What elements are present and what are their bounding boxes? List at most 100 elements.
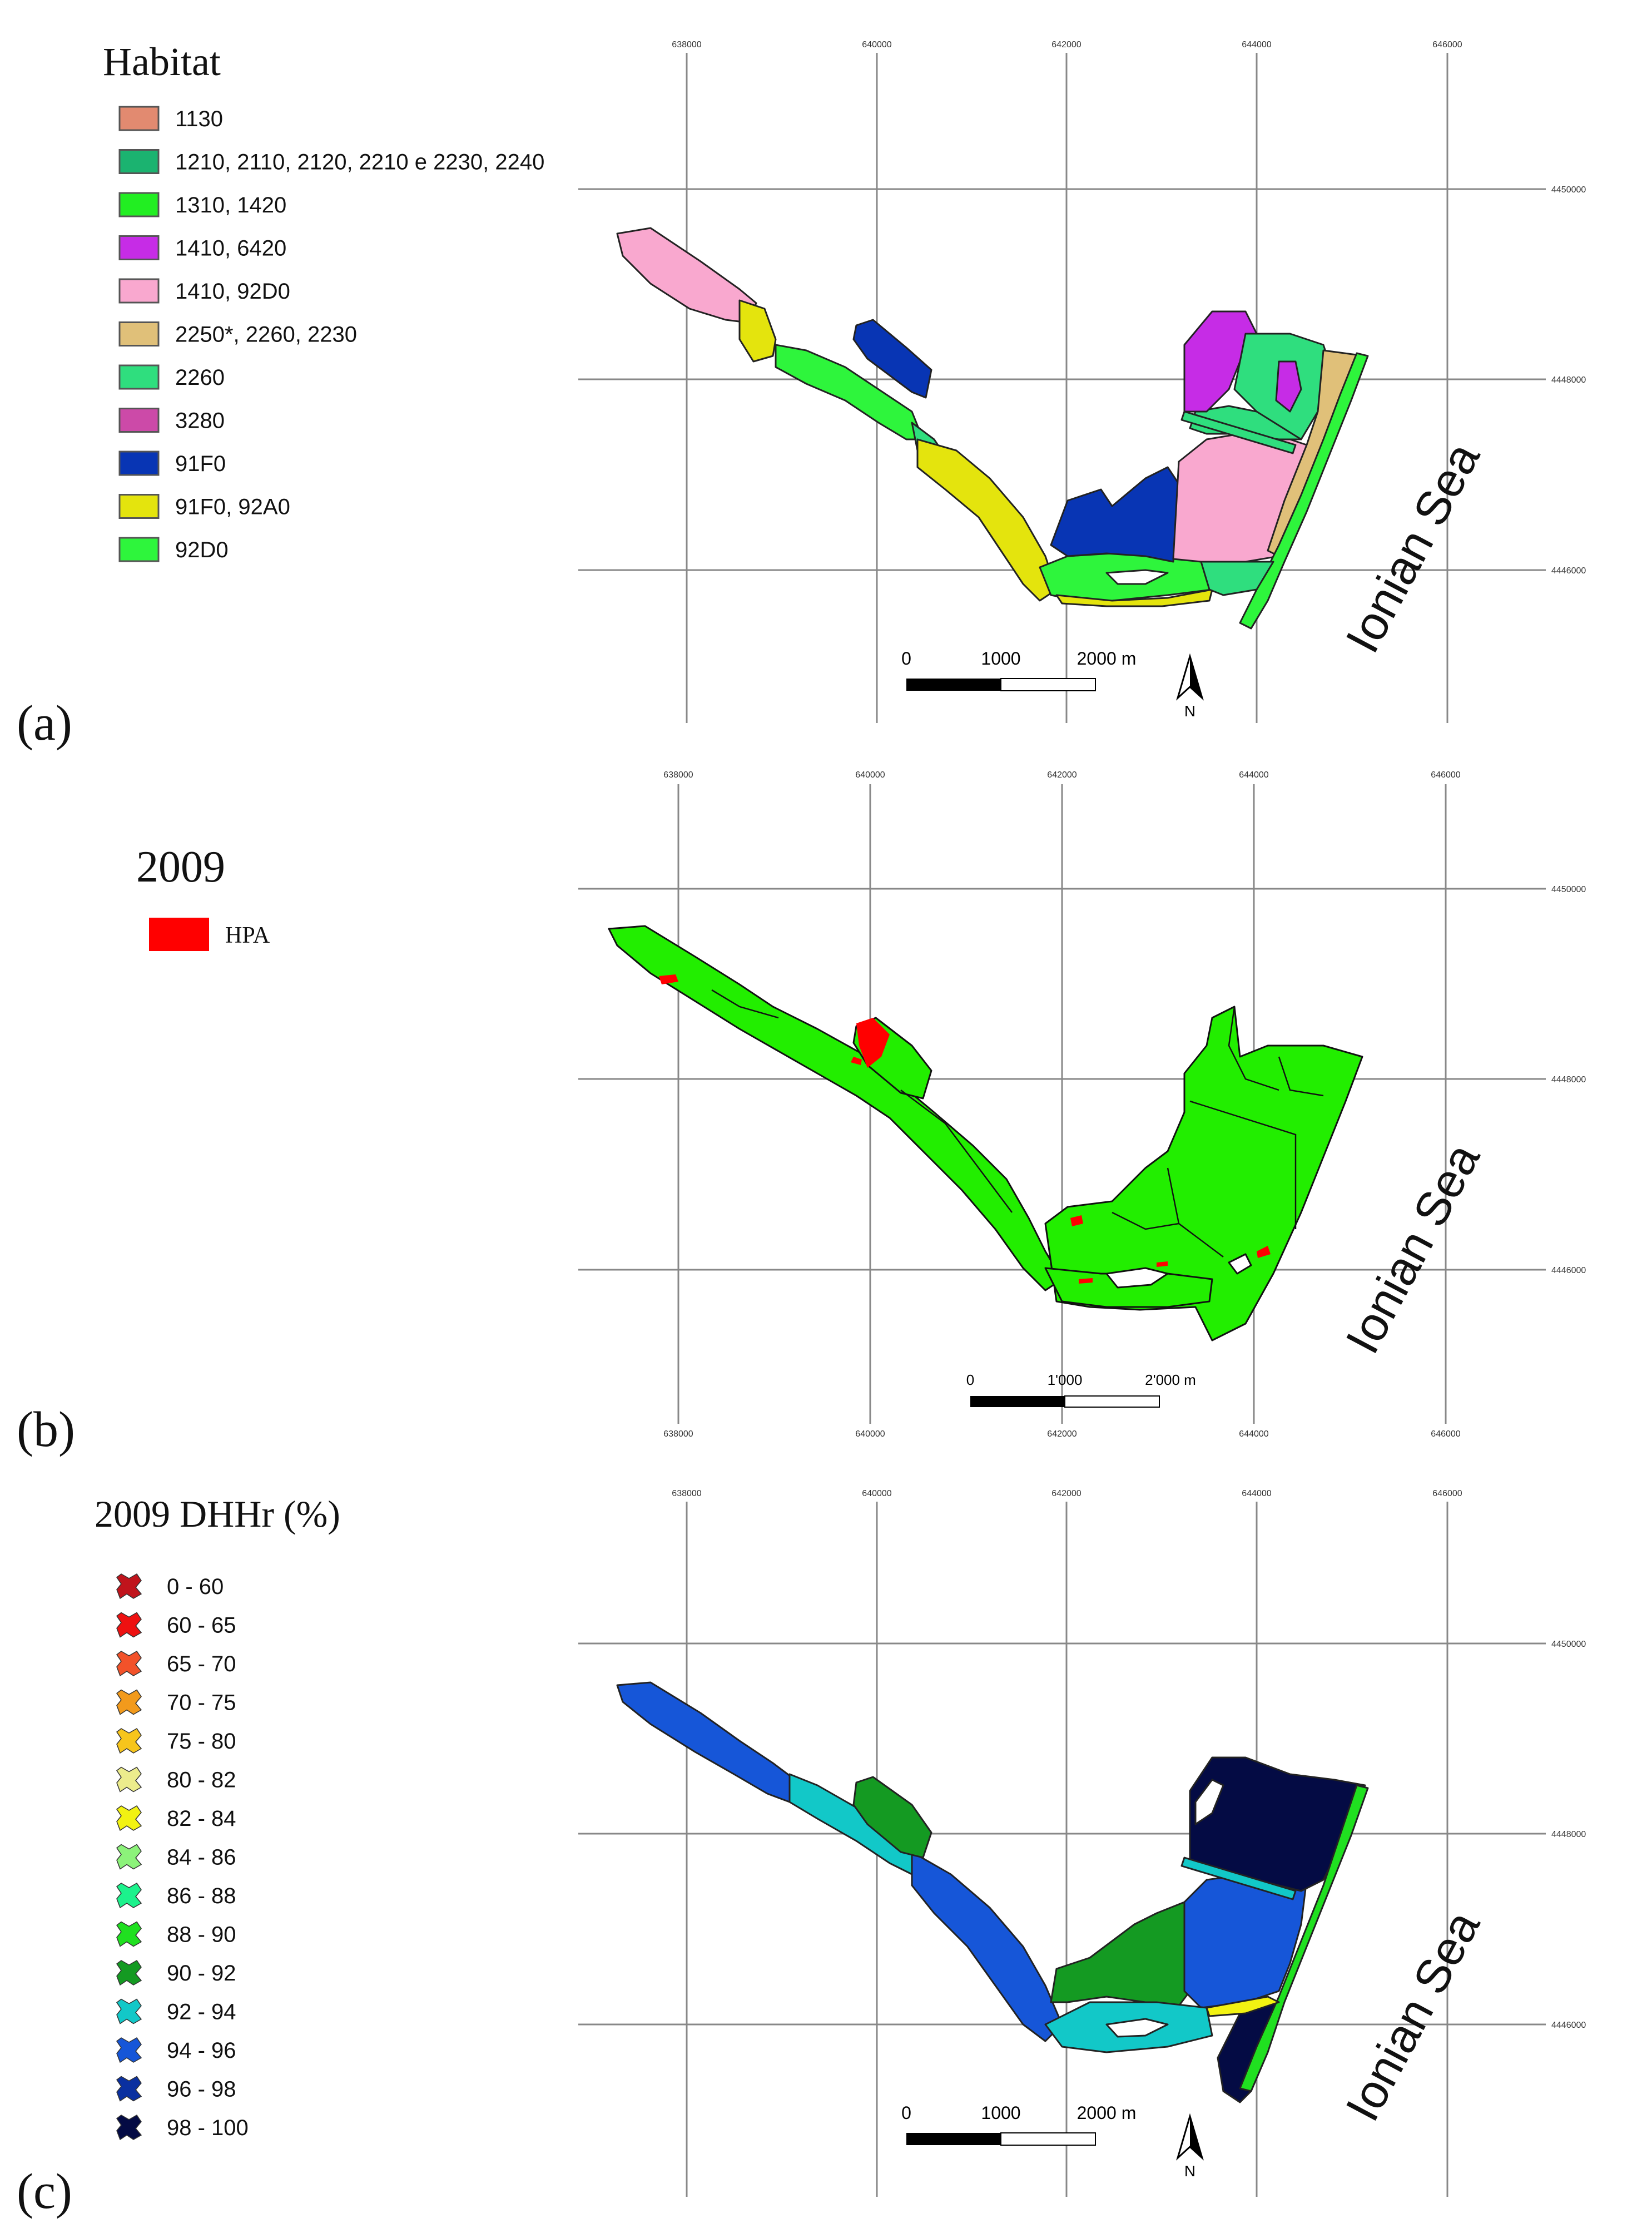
green-main-c: [1050, 1901, 1191, 2014]
legend-label-a: 91F0: [175, 452, 226, 476]
coast-strip-c: [1239, 1784, 1369, 2092]
y-tick-b: 4446000: [1551, 1266, 1586, 1275]
panel-a: Habitat 1130 1210, 2110, 2120, 2210 e 223…: [17, 39, 1586, 751]
legend-label-a: 1130: [175, 107, 223, 131]
legend-swatch-a: [118, 235, 160, 260]
legend-swatch-a: [118, 278, 160, 304]
north-bar-c: [1180, 1856, 1297, 1900]
legend-label-a: 2250*, 2260, 2230: [175, 323, 357, 347]
grid-c: [578, 1502, 1546, 2197]
sea-label-c: Ionian Sea: [1336, 1903, 1490, 2130]
y-tick-c: 4450000: [1551, 1640, 1586, 1649]
scale-label-b: 0: [966, 1372, 974, 1388]
legend-label-c: 60 - 65: [167, 1613, 236, 1638]
legend-label-c: 90 - 92: [167, 1961, 236, 1986]
legend-label-a: 1410, 92D0: [175, 279, 290, 304]
scale-label-b: 2'000 m: [1145, 1372, 1196, 1388]
legend-swatch-a: [118, 192, 160, 217]
legend-label-c: 65 - 70: [167, 1652, 236, 1676]
panel-label-a: (a): [17, 696, 72, 751]
scale-label-a: 0: [901, 648, 911, 669]
white-gap-c2: [1194, 1779, 1224, 1825]
y-tick-c: 4448000: [1551, 1830, 1586, 1839]
x-tick-b-bottom: 638000: [663, 1429, 693, 1439]
forest-block-c: [852, 1776, 932, 1859]
legend-label-a: 1410, 6420: [175, 236, 286, 261]
legend-a: 1130 1210, 2110, 2120, 2210 e 2230, 2240 1…: [118, 106, 544, 562]
scale-label-c: 2000 m: [1077, 2103, 1137, 2123]
legend-label-c: 86 - 88: [167, 1884, 236, 1908]
x-ticks-a: 638000 640000 642000 644000 646000: [672, 40, 1462, 49]
y-ticks-c: 4450000 4448000 4446000: [1551, 1640, 1586, 2030]
legend-label-a: 91F0, 92A0: [175, 495, 290, 519]
legend-title-c: 2009 DHHr (%): [95, 1493, 340, 1535]
x-tick-c: 646000: [1432, 1489, 1462, 1498]
legend-label-a: 2260: [175, 365, 225, 390]
main-block-b: [1044, 1006, 1363, 1341]
legend-swatch-c: [116, 1612, 142, 1638]
x-tick-b-bottom: 642000: [1047, 1429, 1076, 1439]
legend-swatch-a: [118, 106, 160, 131]
panel-label-c: (c): [17, 2164, 72, 2219]
x-tick-b: 638000: [663, 770, 693, 780]
legend-swatch-a: [118, 408, 160, 433]
legend-swatch-a: [118, 321, 160, 346]
hpa-patch: [1079, 1278, 1093, 1284]
forest-91f0: [1050, 466, 1180, 563]
hpa-patch: [659, 974, 678, 984]
legend-swatch-c: [116, 1573, 142, 1600]
north-label: N: [1184, 702, 1195, 720]
hpa-patch: [1070, 1215, 1083, 1226]
panel-label-b: (b): [17, 1402, 75, 1457]
scale-label-b: 1'000: [1048, 1372, 1083, 1388]
hpa-patch: [851, 1057, 862, 1065]
x-tick-a: 646000: [1432, 40, 1462, 49]
legend-c: 0 - 60 60 - 65 65 - 70 70 - 75 75 - 80 80 - 8…: [116, 1573, 249, 2141]
y-ticks-a: 4450000 4448000 4446000: [1551, 185, 1586, 576]
hpa-patch: [1157, 1261, 1168, 1267]
strip-yellow-1: [738, 299, 777, 363]
north-bar: [1180, 410, 1297, 454]
legend-swatch-a: [118, 364, 160, 390]
dhhr-map-c: [616, 1681, 1369, 2103]
north-arrow-icon: N: [1176, 2113, 1204, 2180]
y-ticks-b: 4450000 4448000 4446000: [1551, 885, 1586, 1275]
north-label: N: [1184, 2162, 1195, 2180]
y-tick-b: 4450000: [1551, 885, 1586, 894]
habitat-map-a: [616, 227, 1369, 630]
bend-yellow-c: [1205, 1996, 1280, 2017]
legend-swatch-hpa: [149, 918, 209, 951]
legend-label-a: 1210, 2110, 2120, 2210 e 2230, 2240: [175, 150, 544, 175]
legend-label-c: 70 - 75: [167, 1691, 236, 1715]
legend-title-a: Habitat: [103, 39, 221, 84]
legend-swatch-c: [116, 2037, 142, 2063]
x-tick-b: 646000: [1431, 770, 1460, 780]
strip-yellow-2: [916, 438, 1058, 602]
x-tick-c: 640000: [862, 1489, 891, 1498]
x-tick-a: 642000: [1051, 40, 1081, 49]
strip-nw-c: [616, 1681, 796, 1803]
legend-swatch-c: [116, 1998, 142, 2024]
legend-swatch-c: [116, 1960, 142, 1986]
scale-label-a: 2000 m: [1077, 648, 1137, 669]
legend-swatch-a: [118, 450, 160, 476]
x-tick-a: 640000: [862, 40, 891, 49]
scale-bar-a: 0 1000 2000 m: [901, 648, 1136, 691]
legend-swatch-c: [116, 1766, 142, 1793]
legend-label-c: 82 - 84: [167, 1806, 236, 1831]
legend-swatch-c: [116, 2115, 142, 2141]
x-tick-b-bottom: 646000: [1431, 1429, 1460, 1439]
legend-label-c: 94 - 96: [167, 2038, 236, 2063]
legend-swatch-c: [116, 1921, 142, 1947]
forest-91f0-small: [852, 319, 932, 399]
scale-label-c: 0: [901, 2103, 911, 2123]
legend-swatch-c: [116, 1728, 142, 1754]
x-tick-c: 638000: [672, 1489, 701, 1498]
x-tick-a: 638000: [672, 40, 701, 49]
legend-label-c: 98 - 100: [167, 2116, 249, 2140]
legend-label-a: 92D0: [175, 538, 229, 562]
x-tick-b: 642000: [1047, 770, 1076, 780]
legend-swatch-c: [116, 1689, 142, 1715]
legend-swatch-c: [116, 2076, 142, 2102]
legend-label-c: 92 - 94: [167, 2000, 236, 2024]
